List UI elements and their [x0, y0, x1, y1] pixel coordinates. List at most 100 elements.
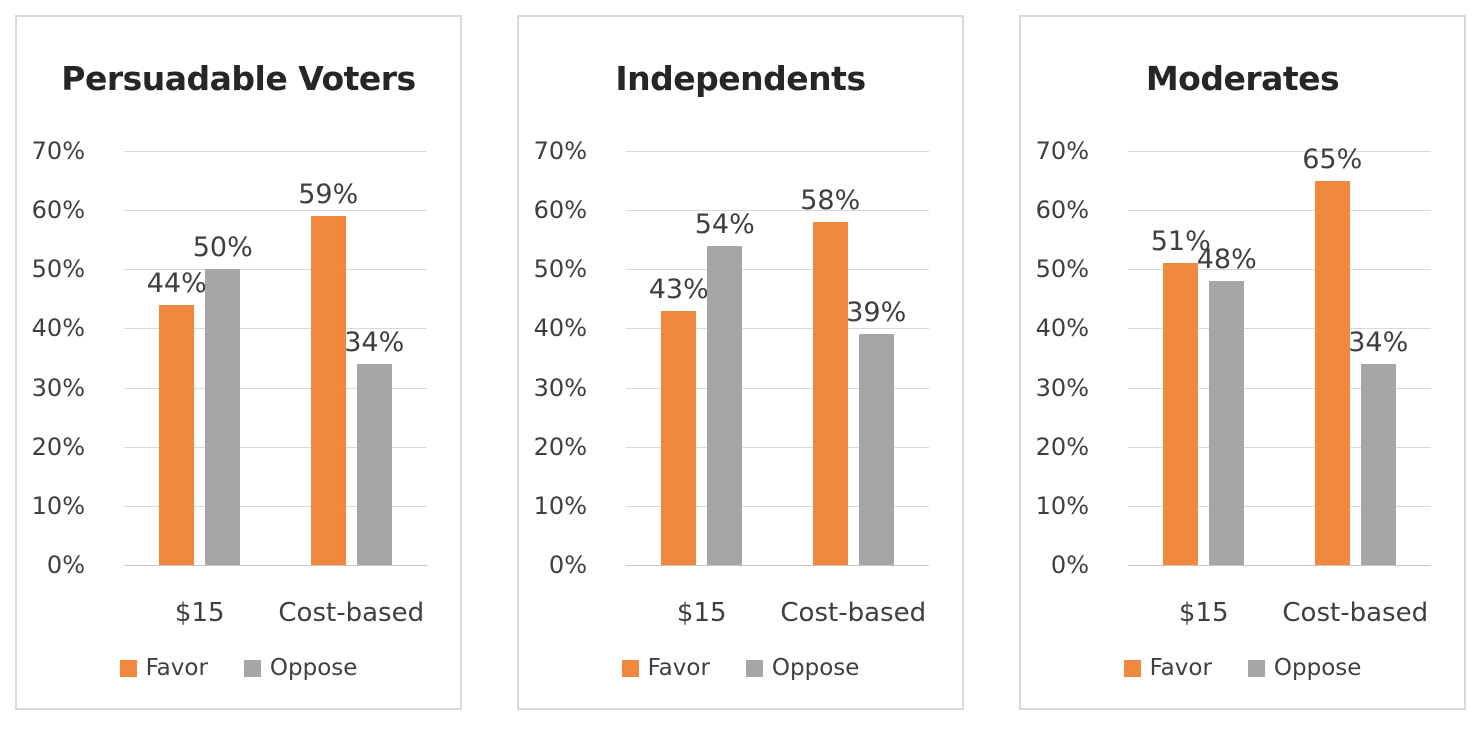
- gridline: [124, 151, 427, 152]
- chart-legend: Favor Oppose: [519, 655, 962, 681]
- bar-favor-cost-based: [310, 216, 346, 565]
- legend-item-favor: Favor: [621, 655, 710, 681]
- data-label: 50%: [192, 232, 253, 264]
- gridline: [124, 210, 427, 212]
- plot-area: 70% 60% 50% 40% 30% 20% 10% 0% 51% 48% $15 65% 34% Co…: [1021, 17, 1464, 708]
- bar-oppose--15: [1209, 281, 1245, 565]
- y-axis-tick-label: 50%: [1035, 255, 1089, 284]
- x-axis-category-label: $15: [676, 598, 727, 628]
- y-axis-tick-label: 60%: [533, 196, 587, 225]
- data-label: 43%: [648, 273, 709, 305]
- plot-area: 70% 60% 50% 40% 30% 20% 10% 0% 44% 50% $15 59% 34% Co…: [17, 17, 460, 708]
- charts-row: Persuadable Voters 70% 60% 50% 40% 30% 20% 10%…: [15, 15, 1466, 710]
- bar-favor-cost-based: [812, 221, 848, 565]
- chart-title: Independents: [615, 59, 866, 98]
- bar-oppose--15: [205, 269, 241, 565]
- legend-label-oppose: Oppose: [771, 655, 860, 681]
- y-axis-tick-label: 70%: [533, 137, 587, 165]
- y-axis-tick-label: 10%: [1035, 491, 1089, 520]
- data-label: 54%: [694, 208, 755, 240]
- legend-label-favor: Favor: [1149, 655, 1212, 681]
- legend-label-oppose: Oppose: [269, 655, 358, 681]
- x-axis-category-label: Cost-based: [1282, 598, 1429, 628]
- y-axis-tick-label: 50%: [31, 255, 85, 284]
- gridline: [1128, 446, 1431, 448]
- gridline: [1128, 151, 1431, 152]
- legend-item-oppose: Oppose: [243, 655, 358, 681]
- gridline: [626, 328, 929, 330]
- favor-swatch-icon: [621, 659, 639, 677]
- oppose-swatch-icon: [745, 659, 763, 677]
- data-label: 34%: [344, 326, 405, 358]
- legend-label-favor: Favor: [647, 655, 710, 681]
- y-axis-tick-label: 30%: [533, 373, 587, 402]
- y-axis-tick-label: 40%: [533, 314, 587, 343]
- data-label: 59%: [298, 179, 359, 211]
- x-axis-category-label: Cost-based: [780, 598, 927, 628]
- chart-title: Moderates: [1145, 59, 1340, 98]
- oppose-swatch-icon: [1247, 659, 1265, 677]
- bar-oppose-cost-based: [1360, 363, 1396, 565]
- gridline: [1128, 505, 1431, 507]
- y-axis-tick-label: 0%: [46, 551, 85, 579]
- data-label: 65%: [1302, 143, 1363, 175]
- x-axis-category-label: $15: [174, 598, 225, 628]
- legend-item-favor: Favor: [1123, 655, 1212, 681]
- y-axis-tick-label: 0%: [548, 551, 587, 579]
- data-label: 39%: [846, 297, 907, 329]
- gridline: [626, 151, 929, 152]
- legend-label-oppose: Oppose: [1273, 655, 1362, 681]
- y-axis-tick-label: 30%: [1035, 373, 1089, 402]
- chart-legend: Favor Oppose: [17, 655, 460, 681]
- gridline: [1128, 210, 1431, 212]
- gridline: [626, 505, 929, 507]
- plot-area: 70% 60% 50% 40% 30% 20% 10% 0% 43% 54% $15 58% 39% Co…: [519, 17, 962, 708]
- x-axis-line: [124, 565, 427, 566]
- chart-legend: Favor Oppose: [1021, 655, 1464, 681]
- x-axis-line: [1128, 565, 1431, 566]
- gridline: [1128, 387, 1431, 389]
- data-label: 58%: [800, 184, 861, 216]
- bar-oppose-cost-based: [858, 334, 894, 565]
- gridline: [1128, 328, 1431, 330]
- bar-favor--15: [661, 310, 697, 565]
- gridline: [626, 446, 929, 448]
- gridline: [124, 505, 427, 507]
- gridline: [1128, 269, 1431, 271]
- data-label: 48%: [1196, 244, 1257, 276]
- gridline: [626, 269, 929, 271]
- bar-oppose-cost-based: [356, 363, 392, 565]
- bar-oppose--15: [707, 245, 743, 565]
- gridline: [626, 210, 929, 212]
- y-axis-tick-label: 70%: [31, 137, 85, 165]
- y-axis-tick-label: 40%: [31, 314, 85, 343]
- legend-item-oppose: Oppose: [745, 655, 860, 681]
- legend-label-favor: Favor: [145, 655, 208, 681]
- gridline: [626, 387, 929, 389]
- chart-panel: Independents 70% 60% 50% 40% 30% 20% 10% 0% 43% 5…: [517, 15, 964, 710]
- legend-item-oppose: Oppose: [1247, 655, 1362, 681]
- y-axis-tick-label: 0%: [1050, 551, 1089, 579]
- y-axis-tick-label: 10%: [533, 491, 587, 520]
- gridline: [124, 387, 427, 389]
- bar-favor--15: [159, 304, 195, 565]
- y-axis-tick-label: 60%: [1035, 196, 1089, 225]
- y-axis-tick-label: 20%: [1035, 432, 1089, 461]
- y-axis-tick-label: 30%: [31, 373, 85, 402]
- gridline: [124, 328, 427, 330]
- chart-panel: Moderates 70% 60% 50% 40% 30% 20% 10% 0% 51% 48% $…: [1019, 15, 1466, 710]
- x-axis-category-label: $15: [1178, 598, 1229, 628]
- chart-title: Persuadable Voters: [61, 59, 416, 98]
- favor-swatch-icon: [1123, 659, 1141, 677]
- favor-swatch-icon: [119, 659, 137, 677]
- bar-favor--15: [1163, 263, 1199, 565]
- legend-item-favor: Favor: [119, 655, 208, 681]
- data-label: 44%: [146, 267, 207, 299]
- x-axis-category-label: Cost-based: [278, 598, 425, 628]
- gridline: [124, 269, 427, 271]
- y-axis-tick-label: 10%: [31, 491, 85, 520]
- bar-favor-cost-based: [1314, 180, 1350, 565]
- x-axis-line: [626, 565, 929, 566]
- oppose-swatch-icon: [243, 659, 261, 677]
- y-axis-tick-label: 20%: [31, 432, 85, 461]
